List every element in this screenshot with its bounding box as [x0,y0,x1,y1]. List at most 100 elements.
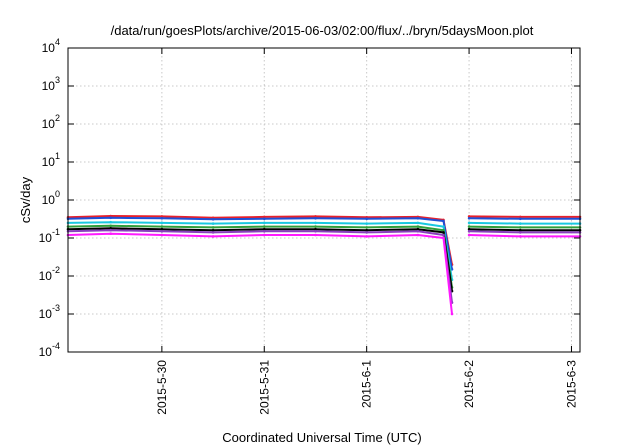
data-point [109,214,112,218]
x-tick-label: 2015-6-3 [564,360,578,408]
data-point [416,230,420,233]
data-point [365,226,369,229]
data-point [467,215,471,218]
data-point [519,228,522,232]
data-point [263,217,266,221]
data-point [467,227,471,231]
y-tick-label: 104 [42,37,60,55]
data-point [211,235,215,238]
data-point [109,228,112,232]
data-point [442,225,445,228]
y-tick-exponent: -1 [52,227,60,237]
data-point [365,235,369,238]
data-point [160,221,164,225]
y-tick-base: 10 [39,345,53,359]
y-tick-base: 10 [42,41,56,55]
data-point [211,231,215,234]
y-tick-exponent: 4 [55,37,60,47]
y-tick-exponent: 3 [55,75,60,85]
y-tick-base: 10 [39,269,53,283]
data-point [211,228,215,232]
y-tick-label: 101 [42,151,60,169]
y-tick-base: 10 [39,231,53,245]
data-point [109,232,112,235]
y-tick-label: 100 [42,189,60,207]
data-point [160,227,164,231]
series-line-7 [67,232,581,315]
y-tick-base: 10 [42,193,56,207]
data-point [109,216,112,220]
data-point [519,217,522,221]
data-point [109,224,112,228]
series-line-6 [67,229,581,304]
data-point [263,225,266,228]
data-point [314,225,317,228]
y-tick-exponent: 0 [55,189,60,199]
data-point [160,233,164,237]
data-point [416,227,420,231]
data-point [416,221,420,225]
y-tick-base: 10 [42,117,56,131]
data-point [450,312,454,316]
data-point [365,231,369,234]
data-point [442,233,445,237]
y-tick-label: 10-2 [39,265,60,283]
data-point [160,230,164,233]
data-point [314,221,317,225]
data-point [314,233,317,237]
data-point [519,222,522,225]
grid [68,48,580,352]
x-tick-label: 2015-6-1 [360,360,374,408]
x-tick-label: 2015-6-2 [462,360,476,408]
y-tick-label: 103 [42,75,60,93]
y-tick-label: 10-3 [39,303,60,321]
data-point [365,228,369,232]
data-point [467,225,471,228]
data-point [160,217,164,220]
x-axis: 2015-5-30 2015-5-31 2015-6-1 2015-6-2 2015-6… [155,48,578,415]
data-point [211,226,215,229]
data-point [365,222,369,225]
y-tick-label: 10-4 [39,341,60,359]
data-point [519,231,522,234]
data-point [519,215,522,219]
data-point [365,217,369,221]
data-point [467,217,471,220]
data-point [263,230,266,233]
data-point [467,221,471,225]
data-point [160,215,164,218]
data-point [519,226,522,229]
data-point [314,230,317,233]
y-tick-exponent: -2 [52,265,60,275]
data-point [211,218,215,221]
data-point [442,228,445,232]
data-point [416,225,420,228]
data-point [442,219,445,223]
data-point [416,217,420,220]
data-point [109,227,112,230]
y-tick-exponent: 1 [55,151,60,161]
data-point [314,215,317,218]
data-point [467,233,471,237]
data-point [314,227,317,231]
y-tick-exponent: -3 [52,303,60,313]
x-tick-label: 2015-5-30 [155,360,169,415]
data-point [263,233,266,237]
series-layer [66,214,582,316]
data-point [211,222,215,225]
data-point [442,236,445,240]
y-tick-label: 102 [42,113,60,131]
y-axis-title: cSv/day [18,176,33,223]
data-point [263,227,266,231]
data-point [314,217,317,220]
y-tick-base: 10 [42,79,56,93]
y-tick-exponent: -4 [52,341,60,351]
chart-title: /data/run/goesPlots/archive/2015-06-03/0… [111,23,534,38]
x-tick-label: 2015-5-31 [257,360,271,415]
data-point [160,225,164,228]
data-point [109,220,112,224]
data-point [467,230,471,233]
data-point [263,215,266,219]
